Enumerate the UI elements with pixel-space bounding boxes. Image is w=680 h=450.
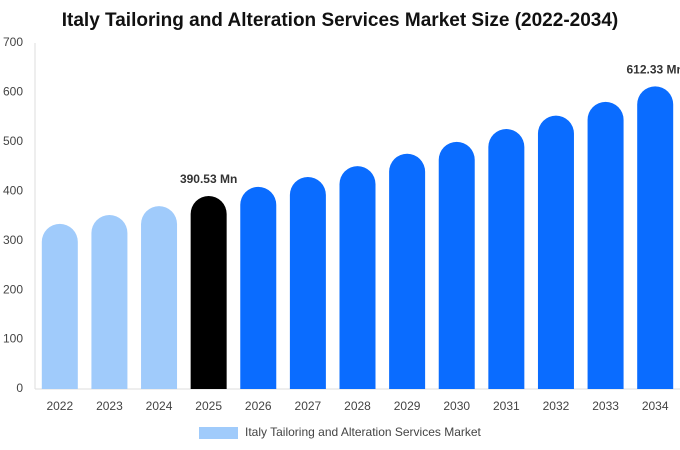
bar (389, 153, 426, 389)
bar (289, 176, 326, 389)
x-tick-label: 2025 (195, 399, 222, 413)
y-tick-label: 700 (3, 35, 23, 49)
bar (91, 215, 128, 389)
y-tick-label: 400 (3, 183, 23, 197)
bar (41, 223, 78, 389)
bar (438, 141, 475, 389)
legend-swatch (199, 427, 238, 439)
x-tick-label: 2034 (642, 399, 669, 413)
x-tick-label: 2031 (493, 399, 520, 413)
x-tick-label: 2030 (443, 399, 470, 413)
bar (240, 186, 277, 389)
bar (190, 195, 227, 389)
bar (339, 166, 376, 389)
x-tick-label: 2029 (394, 399, 421, 413)
legend-label: Italy Tailoring and Alteration Services … (245, 425, 482, 439)
data-label: 390.53 Mn (180, 172, 237, 186)
y-tick-label: 100 (3, 332, 23, 346)
data-label: 612.33 Mn (627, 63, 680, 77)
bar (537, 115, 574, 389)
x-tick-label: 2032 (543, 399, 570, 413)
y-tick-label: 0 (16, 381, 23, 395)
bar (587, 101, 624, 389)
x-tick-label: 2023 (96, 399, 123, 413)
bar (141, 206, 178, 389)
x-tick-label: 2024 (146, 399, 173, 413)
x-tick-label: 2033 (592, 399, 619, 413)
y-tick-label: 600 (3, 85, 23, 99)
y-tick-label: 500 (3, 134, 23, 148)
chart-title: Italy Tailoring and Alteration Services … (62, 10, 619, 31)
x-tick-label: 2022 (46, 399, 73, 413)
y-tick-label: 200 (3, 282, 23, 296)
bar (488, 129, 525, 389)
x-tick-label: 2027 (295, 399, 322, 413)
x-tick-label: 2026 (245, 399, 272, 413)
bar (637, 86, 674, 389)
x-tick-label: 2028 (344, 399, 371, 413)
y-tick-label: 300 (3, 233, 23, 247)
